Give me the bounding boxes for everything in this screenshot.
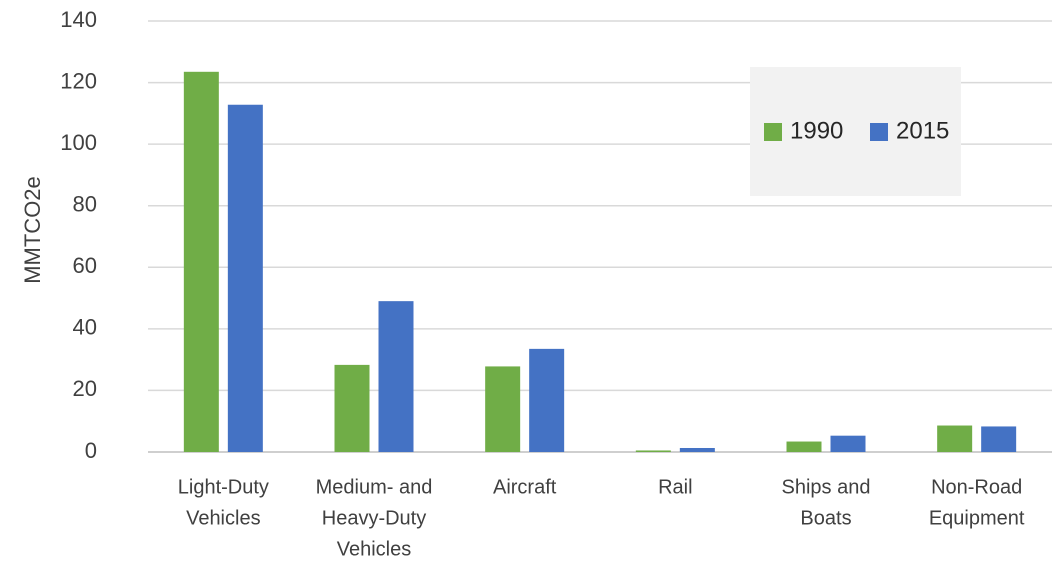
x-category-label: Light-Duty — [178, 476, 269, 498]
bar-1990 — [786, 441, 822, 452]
x-category-label: Equipment — [929, 507, 1025, 529]
x-category-label: Ships and — [782, 476, 871, 498]
y-tick-label: 0 — [85, 438, 97, 463]
y-axis-ticks: 0 20 40 60 80 100 120 140 — [60, 7, 97, 463]
y-tick-label: 80 — [73, 192, 97, 217]
legend: 1990 2015 — [750, 67, 961, 196]
bar-2015 — [529, 348, 565, 452]
y-axis-label: MMTCO2e — [20, 176, 45, 284]
y-tick-label: 40 — [73, 315, 97, 340]
x-category-label: Vehicles — [186, 507, 261, 529]
x-category-label: Heavy-Duty — [322, 507, 426, 529]
legend-swatch-2015 — [870, 123, 888, 141]
legend-box — [750, 67, 961, 196]
bar-1990 — [485, 366, 521, 452]
bar-1990 — [334, 364, 370, 452]
bar-2015 — [679, 447, 715, 452]
legend-label: 2015 — [896, 117, 949, 144]
y-tick-label: 140 — [60, 7, 97, 32]
x-category-label: Vehicles — [337, 538, 412, 560]
bars — [183, 71, 1017, 453]
y-tick-label: 120 — [60, 68, 97, 93]
bar-1990 — [937, 425, 973, 452]
y-tick-label: 20 — [73, 376, 97, 401]
y-tick-label: 100 — [60, 130, 97, 155]
bar-2015 — [378, 301, 414, 452]
bar-1990 — [635, 450, 671, 452]
bar-2015 — [981, 426, 1017, 452]
x-category-label: Non-Road — [931, 476, 1022, 498]
x-category-label: Aircraft — [493, 476, 557, 498]
x-category-label: Medium- and — [316, 476, 433, 498]
y-tick-label: 60 — [73, 253, 97, 278]
gridlines — [148, 20, 1052, 453]
bar-1990 — [183, 71, 219, 453]
legend-swatch-1990 — [764, 123, 782, 141]
bar-2015 — [227, 104, 263, 452]
legend-label: 1990 — [790, 117, 843, 144]
bar-2015 — [830, 435, 866, 452]
x-axis-categories: Light-Duty Vehicles Medium- and Heavy-Duty V… — [178, 476, 1025, 560]
x-category-label: Boats — [800, 507, 851, 529]
x-category-label: Rail — [658, 476, 692, 498]
